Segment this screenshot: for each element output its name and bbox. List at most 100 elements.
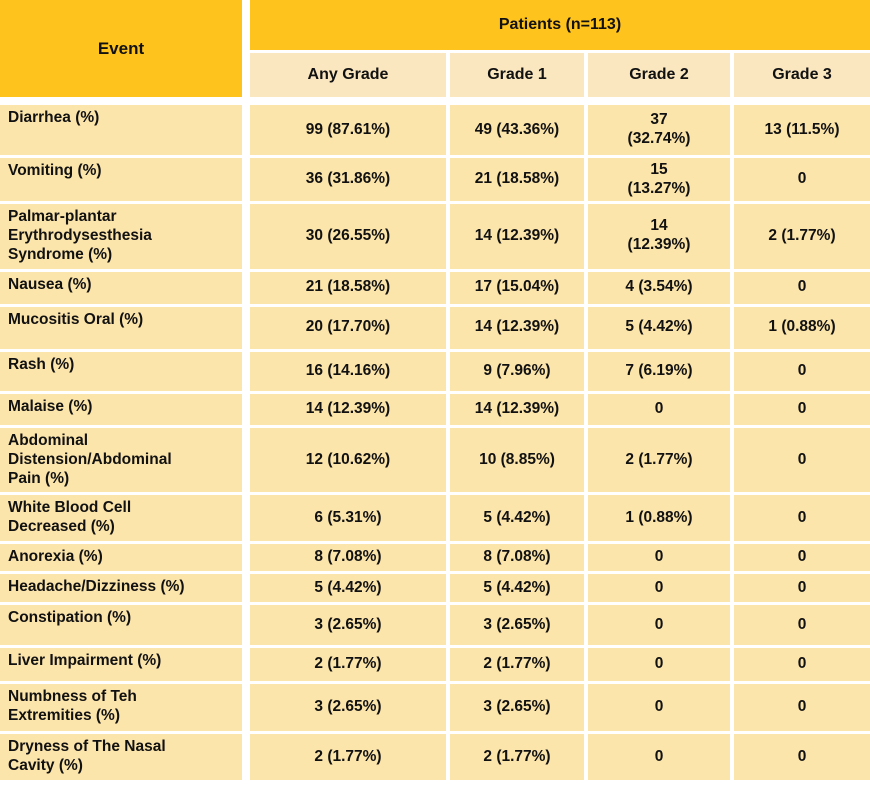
value-cell: 5 (4.42%) xyxy=(588,306,730,349)
table-row: Abdominal Distension/Abdominal Pain (%) 1… xyxy=(0,427,870,493)
value-cell: 0 xyxy=(734,574,870,603)
value-cell: 2 (1.77%) xyxy=(250,734,446,780)
value-cell: 6 (5.31%) xyxy=(250,495,446,542)
value-cell: 2 (1.77%) xyxy=(250,648,446,682)
table-row: Dryness of The Nasal Cavity (%) 2 (1.77%)… xyxy=(0,734,870,780)
value-cell: 2 (1.77%) xyxy=(734,204,870,269)
value-cell: 0 xyxy=(588,574,730,603)
table-row: Nausea (%) 21 (18.58%) 17 (15.04%) 4 (3.54%… xyxy=(0,271,870,304)
table-row: Anorexia (%) 8 (7.08%) 8 (7.08%) 0 0 xyxy=(0,544,870,572)
column-header-grade-3: Grade 3 xyxy=(734,53,870,102)
event-cell: White Blood Cell Decreased (%) xyxy=(0,495,246,542)
column-header-grade-2: Grade 2 xyxy=(588,53,730,102)
value-cell: 5 (4.42%) xyxy=(450,574,584,603)
value-cell: 14 (12.39%) xyxy=(450,393,584,425)
table-row: Constipation (%) 3 (2.65%) 3 (2.65%) 0 0 xyxy=(0,605,870,646)
value-cell: 0 xyxy=(734,648,870,682)
value-cell: 0 xyxy=(588,605,730,646)
value-cell: 0 xyxy=(734,734,870,780)
value-cell: 21 (18.58%) xyxy=(450,158,584,201)
value-cell: 8 (7.08%) xyxy=(250,544,446,572)
event-cell: Constipation (%) xyxy=(0,605,246,646)
patients-group-header: Patients (n=113) xyxy=(250,0,870,50)
value-cell: 14 (12.39%) xyxy=(450,204,584,269)
value-cell: 36 (31.86%) xyxy=(250,158,446,201)
value-cell: 13 (11.5%) xyxy=(734,105,870,155)
table-row: Rash (%) 16 (14.16%) 9 (7.96%) 7 (6.19%) 0 xyxy=(0,351,870,391)
event-cell: Headache/Dizziness (%) xyxy=(0,574,246,603)
value-cell: 15 (13.27%) xyxy=(588,158,730,201)
value-cell: 1 (0.88%) xyxy=(588,495,730,542)
event-cell: Dryness of The Nasal Cavity (%) xyxy=(0,734,246,780)
event-cell: Abdominal Distension/Abdominal Pain (%) xyxy=(0,427,246,493)
value-cell: 8 (7.08%) xyxy=(450,544,584,572)
value-cell: 7 (6.19%) xyxy=(588,351,730,391)
value-cell: 0 xyxy=(734,393,870,425)
table-row: Mucositis Oral (%) 20 (17.70%) 14 (12.39%)… xyxy=(0,306,870,349)
event-cell: Rash (%) xyxy=(0,351,246,391)
value-cell: 20 (17.70%) xyxy=(250,306,446,349)
event-cell: Numbness of Teh Extremities (%) xyxy=(0,684,246,732)
value-cell: 5 (4.42%) xyxy=(250,574,446,603)
value-cell: 3 (2.65%) xyxy=(250,684,446,732)
event-cell: Mucositis Oral (%) xyxy=(0,306,246,349)
value-cell: 2 (1.77%) xyxy=(450,648,584,682)
header-row-group: Event Patients (n=113) xyxy=(0,0,870,102)
value-cell: 0 xyxy=(734,495,870,542)
event-cell: Anorexia (%) xyxy=(0,544,246,572)
event-cell: Palmar-plantar Erythrodysesthesia Syndro… xyxy=(0,204,246,269)
value-cell: 14 (12.39%) xyxy=(450,306,584,349)
table-row: Diarrhea (%) 99 (87.61%) 49 (43.36%) 37 (32… xyxy=(0,105,870,155)
event-cell: Diarrhea (%) xyxy=(0,105,246,155)
event-column-header: Event xyxy=(0,0,246,102)
value-cell: 0 xyxy=(734,158,870,201)
table-row: Numbness of Teh Extremities (%) 3 (2.65%)… xyxy=(0,684,870,732)
value-cell: 0 xyxy=(588,648,730,682)
value-cell: 37 (32.74%) xyxy=(588,105,730,155)
value-cell: 0 xyxy=(734,351,870,391)
value-cell: 0 xyxy=(734,544,870,572)
table-row: Malaise (%) 14 (12.39%) 14 (12.39%) 0 0 xyxy=(0,393,870,425)
value-cell: 14 (12.39%) xyxy=(588,204,730,269)
event-cell: Liver Impairment (%) xyxy=(0,648,246,682)
event-cell: Malaise (%) xyxy=(0,393,246,425)
value-cell: 0 xyxy=(734,684,870,732)
table-row: White Blood Cell Decreased (%) 6 (5.31%) 5… xyxy=(0,495,870,542)
value-cell: 10 (8.85%) xyxy=(450,427,584,493)
value-cell: 1 (0.88%) xyxy=(734,306,870,349)
value-cell: 9 (7.96%) xyxy=(450,351,584,391)
header-row-grades: Any Grade Grade 1 Grade 2 Grade 3 xyxy=(0,53,870,102)
value-cell: 0 xyxy=(734,427,870,493)
value-cell: 17 (15.04%) xyxy=(450,271,584,304)
value-cell: 0 xyxy=(588,393,730,425)
value-cell: 2 (1.77%) xyxy=(588,427,730,493)
table-row: Palmar-plantar Erythrodysesthesia Syndro… xyxy=(0,204,870,269)
event-cell: Vomiting (%) xyxy=(0,158,246,201)
value-cell: 3 (2.65%) xyxy=(450,684,584,732)
value-cell: 5 (4.42%) xyxy=(450,495,584,542)
value-cell: 3 (2.65%) xyxy=(250,605,446,646)
value-cell: 3 (2.65%) xyxy=(450,605,584,646)
table-row: Vomiting (%) 36 (31.86%) 21 (18.58%) 15 (13… xyxy=(0,158,870,201)
value-cell: 12 (10.62%) xyxy=(250,427,446,493)
value-cell: 0 xyxy=(734,605,870,646)
table-row: Liver Impairment (%) 2 (1.77%) 2 (1.77%) 0 0 xyxy=(0,648,870,682)
value-cell: 4 (3.54%) xyxy=(588,271,730,304)
column-header-grade-1: Grade 1 xyxy=(450,53,584,102)
value-cell: 0 xyxy=(734,271,870,304)
column-header-any-grade: Any Grade xyxy=(250,53,446,102)
value-cell: 14 (12.39%) xyxy=(250,393,446,425)
value-cell: 21 (18.58%) xyxy=(250,271,446,304)
value-cell: 99 (87.61%) xyxy=(250,105,446,155)
value-cell: 0 xyxy=(588,544,730,572)
value-cell: 0 xyxy=(588,734,730,780)
event-cell: Nausea (%) xyxy=(0,271,246,304)
value-cell: 49 (43.36%) xyxy=(450,105,584,155)
value-cell: 30 (26.55%) xyxy=(250,204,446,269)
table-row: Headache/Dizziness (%) 5 (4.42%) 5 (4.42%)… xyxy=(0,574,870,603)
value-cell: 0 xyxy=(588,684,730,732)
value-cell: 16 (14.16%) xyxy=(250,351,446,391)
value-cell: 2 (1.77%) xyxy=(450,734,584,780)
